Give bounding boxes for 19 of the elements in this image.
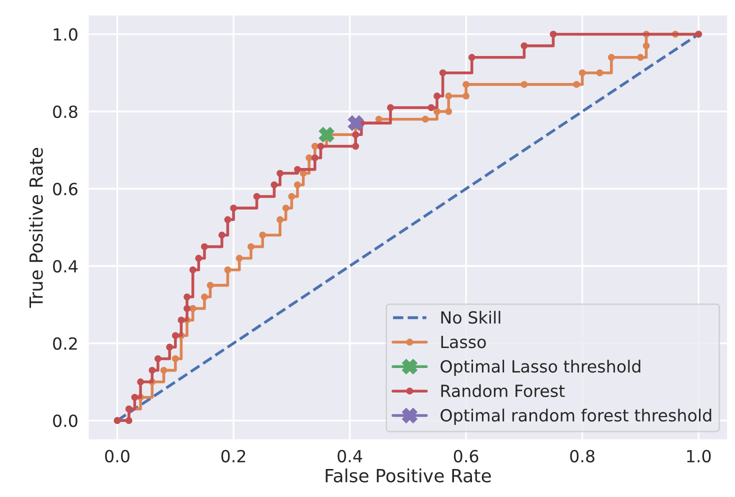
x-tick-label: 0.4	[338, 450, 362, 462]
x-tick-label: 0.6	[454, 450, 478, 462]
y-tick-label: 0.4	[53, 260, 78, 273]
legend-label: Random Forest	[441, 384, 565, 398]
y-tick-label: 0.2	[53, 337, 77, 350]
x-tick-label: 0.0	[105, 450, 130, 462]
y-tick-label: 0.6	[53, 182, 78, 196]
y-tick-label: 1.0	[54, 28, 78, 41]
y-tick-label: 0.8	[53, 105, 78, 118]
legend-label: No Skill	[441, 310, 500, 324]
legend-label: Lasso	[441, 336, 486, 348]
x-tick-label: 1.0	[687, 450, 711, 462]
x-axis-title: False Positive Rate	[326, 468, 491, 482]
legend-label: Optimal random forest threshold	[440, 408, 712, 425]
y-tick-label: 0.0	[53, 414, 78, 428]
y-axis-title: True Positive Rate	[28, 148, 43, 308]
x-tick-label: 0.8	[570, 450, 594, 462]
legend-label: Optimal Lasso threshold	[440, 360, 640, 376]
x-tick-label: 0.2	[221, 450, 246, 462]
